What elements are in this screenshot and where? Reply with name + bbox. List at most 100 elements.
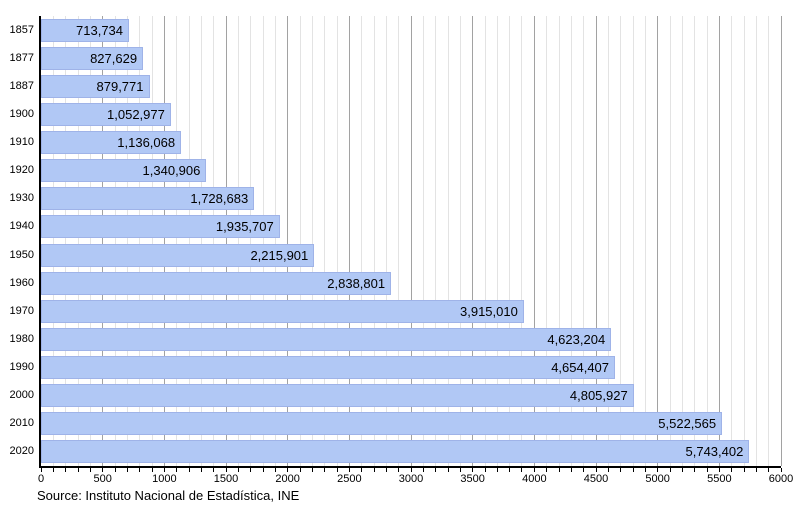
x-tick	[768, 468, 770, 472]
gridline-minor	[496, 16, 498, 466]
year-label: 1920	[9, 164, 34, 177]
gridline-minor	[558, 16, 560, 466]
gridline-major	[472, 16, 474, 466]
gridline-minor	[77, 16, 79, 466]
x-tick	[348, 468, 350, 472]
x-tick	[755, 468, 757, 472]
gridline-minor	[583, 16, 585, 466]
gridline-minor	[237, 16, 239, 466]
x-tick	[496, 468, 498, 472]
x-tick	[385, 468, 387, 472]
year-label: 1910	[9, 136, 34, 149]
gridline-minor	[422, 16, 424, 466]
x-tick	[694, 468, 696, 472]
bar-2010: 5,522,565	[41, 412, 723, 436]
x-tick	[311, 468, 313, 472]
gridline-minor	[324, 16, 326, 466]
bar-row: 1950 2,215,901	[10, 241, 781, 269]
bar-row: 2010 5,522,565	[10, 410, 781, 438]
gridline-minor	[373, 16, 375, 466]
year-label: 1940	[9, 220, 34, 233]
gridline-minor	[669, 16, 671, 466]
gridline-major	[287, 16, 289, 466]
bar-value-label: 3,915,010	[460, 303, 518, 319]
bar-row: 1887 879,771	[10, 72, 781, 100]
bar-1900: 1,052,977	[41, 102, 171, 126]
x-tick	[533, 468, 535, 472]
gridline-minor	[435, 16, 437, 466]
gridline-major	[595, 16, 597, 466]
bar-row: 1940 1,935,707	[10, 213, 781, 241]
gridline-minor	[126, 16, 128, 466]
bar-row: 1857 713,734	[10, 16, 781, 44]
year-label: 1930	[9, 192, 34, 205]
x-tick	[595, 468, 597, 472]
gridline-major	[780, 16, 782, 466]
x-tick	[262, 468, 264, 472]
x-tick	[176, 468, 178, 472]
x-tick	[163, 468, 165, 472]
x-tick	[250, 468, 252, 472]
gridline-major	[348, 16, 350, 466]
year-label: 1990	[9, 361, 34, 374]
bar-1920: 1,340,906	[41, 159, 207, 183]
x-tick	[40, 468, 42, 472]
x-tick-label: 3500	[460, 473, 485, 485]
gridline-minor	[89, 16, 91, 466]
bar-value-label: 2,838,801	[327, 275, 386, 291]
x-tick	[521, 468, 523, 472]
bar-1940: 1,935,707	[41, 215, 280, 239]
year-label: 2010	[9, 417, 34, 430]
bar-value-label: 5,743,402	[685, 444, 744, 460]
bar-1950: 2,215,901	[41, 243, 315, 267]
gridline-minor	[176, 16, 178, 466]
x-tick	[200, 468, 202, 472]
gridline-minor	[139, 16, 141, 466]
year-label: 1877	[9, 51, 34, 64]
x-tick-label: 500	[93, 473, 112, 485]
x-tick-label: 1500	[213, 473, 239, 485]
gridline-minor	[274, 16, 276, 466]
bar-value-label: 1,728,683	[190, 191, 249, 207]
gridline-minor	[114, 16, 116, 466]
x-tick	[126, 468, 128, 472]
x-tick	[435, 468, 437, 472]
bar-row: 1930 1,728,683	[10, 185, 781, 213]
gridline-minor	[632, 16, 634, 466]
bar-row: 1970 3,915,010	[10, 297, 781, 325]
x-tick	[398, 468, 400, 472]
gridline-minor	[52, 16, 54, 466]
bar-1970: 3,915,010	[41, 299, 524, 323]
plot-area: 1857 713,734 1877 827,629 1887 879,771 1900 1,0…	[10, 16, 782, 466]
x-tick	[472, 468, 474, 472]
x-tick	[89, 468, 91, 472]
gridline-major	[533, 16, 535, 466]
bar-row: 1960 2,838,801	[10, 269, 781, 297]
bar-value-label: 1,136,068	[117, 135, 176, 151]
bar-value-label: 879,771	[96, 78, 144, 94]
gridline-minor	[620, 16, 622, 466]
x-tick-label: 1000	[152, 473, 177, 485]
x-tick-label: 0	[37, 473, 45, 485]
x-tick	[274, 468, 276, 472]
year-label: 1887	[9, 79, 34, 92]
gridline-minor	[250, 16, 252, 466]
gridline-minor	[188, 16, 190, 466]
x-tick	[324, 468, 326, 472]
x-axis-ticks	[40, 468, 782, 472]
gridline-minor	[200, 16, 202, 466]
x-tick-label: 5000	[645, 473, 670, 485]
x-tick	[447, 468, 449, 472]
gridline-minor	[768, 16, 770, 466]
bar-value-label: 4,805,927	[569, 388, 628, 404]
x-tick	[336, 468, 338, 472]
bar-value-label: 4,654,407	[551, 360, 610, 376]
gridline-minor	[607, 16, 609, 466]
bar-value-label: 1,935,707	[215, 219, 274, 235]
gridline-minor	[509, 16, 511, 466]
bar-value-label: 827,629	[90, 50, 138, 66]
x-tick	[570, 468, 572, 472]
x-tick	[632, 468, 634, 472]
x-tick	[669, 468, 671, 472]
